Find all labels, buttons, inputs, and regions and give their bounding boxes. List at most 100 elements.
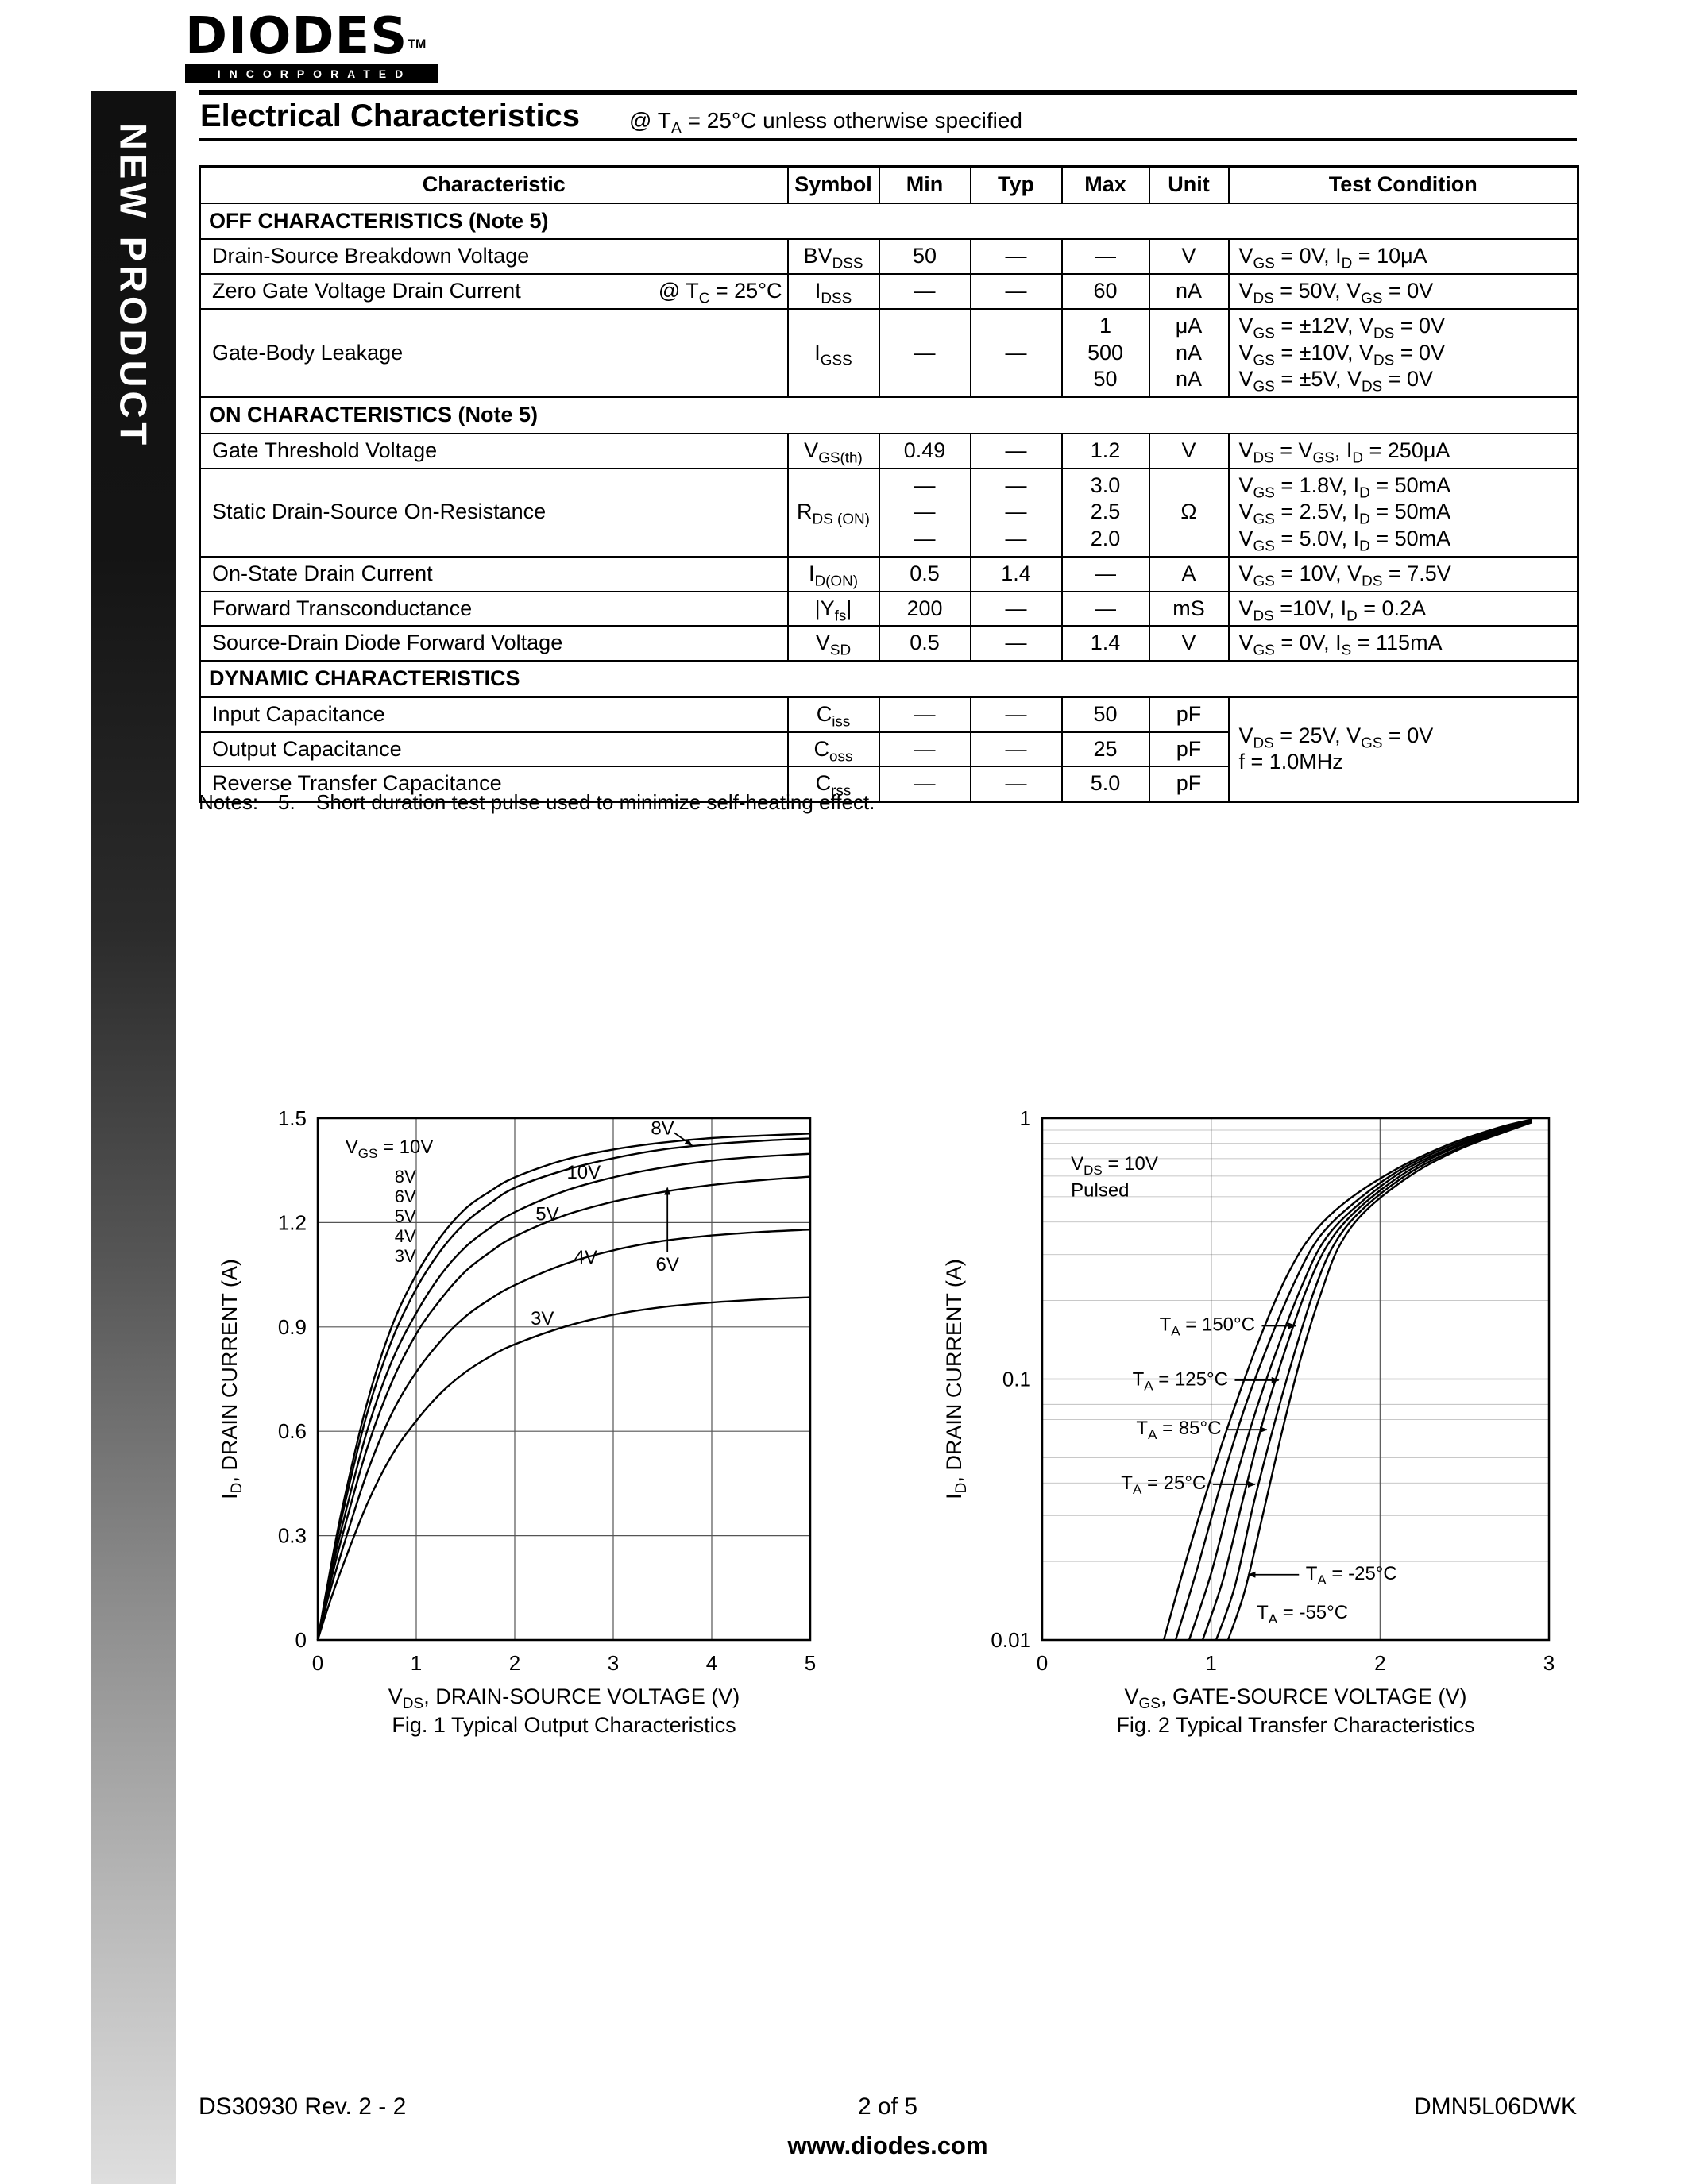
- max-cell: 1.4: [1060, 625, 1150, 662]
- test-condition-cell: VDS = 50V, VGS = 0V: [1227, 273, 1579, 310]
- x-tick-label: 4: [706, 1651, 717, 1675]
- min-cell: —: [878, 731, 971, 768]
- unit-cell: V: [1148, 625, 1230, 662]
- characteristic-cell: Gate-Body Leakage: [199, 307, 789, 399]
- curve-annotation: VDS = 10V: [1071, 1153, 1158, 1178]
- column-header: Characteristic: [199, 165, 789, 204]
- curve-annotation: TA = -55°C: [1257, 1602, 1348, 1626]
- symbol-cell: Ciss: [786, 696, 880, 733]
- title-condition: @ TA = 25°C unless otherwise specified: [629, 108, 1022, 137]
- symbol-cell: RDS (ON): [786, 467, 880, 558]
- characteristic-cell: Input Capacitance: [199, 696, 789, 733]
- typical-output-characteristics: 0 1 2 3 4 5 0 0.3 0.6 0.9 1.2 1.5 VDS, DRAIN-SOURCE …: [218, 1106, 816, 1737]
- symbol-cell: |Yfs|: [786, 590, 880, 627]
- unit-cell: pF: [1148, 731, 1230, 768]
- unit-cell: μA nA nA: [1148, 307, 1230, 399]
- characteristic-cell: Output Capacitance: [199, 731, 789, 768]
- series-curve: [316, 1152, 811, 1641]
- section-row: ON CHARACTERISTICS (Note 5): [199, 396, 1579, 434]
- curve-annotation: 8V: [651, 1117, 674, 1139]
- legend-item: 5V: [395, 1206, 416, 1226]
- min-cell: 0.5: [878, 555, 971, 592]
- typ-cell: —: [969, 432, 1063, 469]
- y-tick-label: 0.3: [278, 1524, 307, 1548]
- series-curve: [1162, 1118, 1532, 1641]
- section-label: OFF CHARACTERISTICS (Note 5): [199, 202, 1579, 241]
- y-tick-label: 1: [1020, 1106, 1031, 1130]
- legend-title: VGS = 10V: [346, 1136, 434, 1161]
- y-tick-label: 0.6: [278, 1419, 307, 1443]
- column-header: Symbol: [786, 165, 880, 204]
- curve-annotation: TA = 25°C: [1121, 1472, 1206, 1497]
- min-cell: 0.49: [878, 432, 971, 469]
- typ-cell: —: [969, 273, 1063, 310]
- trademark-symbol: TM: [408, 37, 427, 52]
- y-axis-label: ID, DRAIN CURRENT (A): [218, 1259, 245, 1499]
- diodes-wordmark: DIODES: [185, 7, 408, 66]
- symbol-cell: VGS(th): [786, 432, 880, 469]
- curve-annotation: 5V: [535, 1203, 558, 1225]
- logo-wordmark-row: DIODESTM: [185, 11, 438, 62]
- max-cell: 1.2: [1060, 432, 1150, 469]
- column-header: Unit: [1148, 165, 1230, 204]
- column-header: Test Condition: [1227, 165, 1579, 204]
- unit-cell: pF: [1148, 766, 1230, 803]
- figure-caption: Fig. 2 Typical Transfer Characteristics: [1116, 1713, 1474, 1737]
- table-row: Zero Gate Voltage Drain Current @ TC = 25…: [199, 273, 1579, 310]
- x-tick-label: 0: [312, 1651, 323, 1675]
- unit-cell: mS: [1148, 590, 1230, 627]
- characteristic-cell: Forward Transconductance: [199, 590, 789, 627]
- symbol-cell: Crss: [786, 766, 880, 803]
- x-tick-label: 2: [1374, 1651, 1385, 1675]
- table-row: Drain-Source Breakdown Voltage BVDSS 50— — V…: [199, 238, 1579, 275]
- symbol-cell: VSD: [786, 625, 880, 662]
- max-cell: 60: [1060, 273, 1150, 310]
- table-row: Output Capacitance Coss — —25 pF: [199, 731, 1578, 768]
- series-curve: [1188, 1119, 1533, 1641]
- curve-annotation: TA = 150°C: [1160, 1314, 1255, 1339]
- curve-annotation: TA = 85°C: [1136, 1418, 1221, 1442]
- x-tick-label: 2: [509, 1651, 520, 1675]
- unit-cell: Ω: [1148, 467, 1230, 558]
- legend-item: 8V: [395, 1167, 416, 1187]
- test-condition-cell: VGS = 0V, ID = 10μA: [1227, 238, 1579, 275]
- footer-website: www.diodes.com: [787, 2132, 988, 2159]
- column-header: Typ: [969, 165, 1063, 204]
- series-curve: [316, 1175, 811, 1641]
- symbol-cell: IGSS: [786, 307, 880, 399]
- x-tick-label: 5: [805, 1651, 816, 1675]
- unit-cell: V: [1148, 432, 1230, 469]
- x-tick-label: 0: [1037, 1651, 1048, 1675]
- characteristic-cell: Zero Gate Voltage Drain Current @ TC = 25…: [199, 273, 789, 310]
- typ-cell: —: [969, 590, 1063, 627]
- characteristic-cell: Gate Threshold Voltage: [199, 432, 789, 469]
- test-condition-cell: VGS = 0V, IS = 115mA: [1227, 625, 1579, 662]
- characteristic-cell: Reverse Transfer Capacitance: [199, 766, 789, 803]
- y-tick-label: 0.9: [278, 1315, 307, 1339]
- symbol-cell: Coss: [786, 731, 880, 768]
- curve-annotation: TA = -25°C: [1306, 1563, 1397, 1588]
- title-rule-top: [199, 90, 1577, 95]
- new-product-banner: NEW PRODUCT: [91, 91, 176, 2184]
- min-cell: —: [878, 766, 971, 803]
- footer-page-number: 2 of 5: [857, 2093, 918, 2120]
- diodes-logo: DIODESTM INCORPORATED: [185, 11, 438, 83]
- max-cell: —: [1060, 238, 1150, 275]
- x-axis-label: VGS, GATE-SOURCE VOLTAGE (V): [1124, 1684, 1466, 1712]
- symbol-cell: BVDSS: [786, 238, 880, 275]
- max-cell: 3.0 2.5 2.0: [1060, 467, 1150, 558]
- test-condition-cell: VGS = ±12V, VDS = 0V VGS = ±10V, VDS = 0V…: [1227, 307, 1579, 399]
- min-cell: 50: [878, 238, 971, 275]
- series-curve: [316, 1296, 811, 1641]
- notes: Notes: 5. Short duration test pulse used…: [199, 790, 875, 815]
- typ-cell: —: [969, 731, 1063, 768]
- legend-item: 4V: [395, 1226, 416, 1246]
- x-axis-label: VDS, DRAIN-SOURCE VOLTAGE (V): [388, 1684, 740, 1712]
- curve-annotation: 6V: [656, 1254, 679, 1275]
- series-curve: [1174, 1119, 1533, 1641]
- min-cell: —: [878, 307, 971, 399]
- test-condition-cell: VGS = 1.8V, ID = 50mA VGS = 2.5V, ID = 50…: [1227, 467, 1579, 558]
- note-number: 5.: [278, 790, 295, 814]
- footer-doc-number: DS30930 Rev. 2 - 2: [199, 2093, 407, 2120]
- table-header: Characteristic Symbol Min Typ Max Unit Test Co…: [199, 165, 1579, 204]
